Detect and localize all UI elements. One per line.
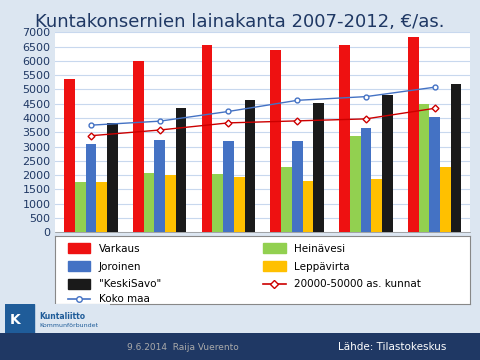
Text: "KeskiSavo": "KeskiSavo" (99, 279, 161, 289)
Text: Kuntakonsernien lainakanta 2007-2012, €/as.: Kuntakonsernien lainakanta 2007-2012, €/… (35, 13, 445, 31)
Bar (75, 182, 85, 232)
Line: Koko maa: Koko maa (88, 85, 437, 127)
Text: Varkaus: Varkaus (99, 244, 141, 254)
Text: K: K (10, 314, 21, 327)
Bar (292, 141, 302, 232)
Bar (107, 123, 118, 232)
Bar (5, 304, 35, 333)
Koko maa (294, 98, 300, 103)
Text: Koko maa: Koko maa (99, 294, 150, 305)
Text: 9.6.2014  Raija Vuerento: 9.6.2014 Raija Vuerento (127, 343, 238, 352)
Bar (176, 108, 187, 232)
Text: Leppävirta: Leppävirta (294, 262, 349, 271)
Bar (244, 100, 255, 232)
Bar (302, 181, 313, 232)
Bar (155, 140, 165, 232)
Bar (165, 175, 176, 232)
Text: Kommunförbundet: Kommunförbundet (40, 323, 99, 328)
Bar (408, 37, 419, 232)
20000-50000 as. kunnat (363, 117, 369, 121)
Text: Lähde: Tilastokeskus: Lähde: Tilastokeskus (338, 342, 446, 352)
Bar (144, 173, 155, 232)
Koko maa (363, 94, 369, 99)
Bar (270, 50, 281, 232)
Text: Joroinen: Joroinen (99, 262, 141, 271)
Koko maa (88, 123, 94, 127)
Bar (339, 45, 350, 232)
Text: 20000-50000 as. kunnat: 20000-50000 as. kunnat (294, 279, 421, 289)
20000-50000 as. kunnat (294, 119, 300, 123)
Bar (212, 174, 223, 232)
Line: 20000-50000 as. kunnat: 20000-50000 as. kunnat (88, 106, 437, 138)
Bar (223, 141, 234, 232)
Bar (360, 128, 371, 232)
Koko maa (157, 119, 163, 123)
Bar (440, 167, 451, 232)
Bar (263, 243, 286, 253)
Bar (263, 261, 286, 271)
Bar (202, 45, 212, 232)
Text: Kuntaliitto: Kuntaliitto (40, 312, 86, 321)
Bar (371, 179, 382, 232)
Bar (85, 144, 96, 232)
20000-50000 as. kunnat (88, 134, 94, 138)
Bar (451, 84, 461, 232)
Bar (429, 117, 440, 232)
Bar (313, 103, 324, 232)
Bar (64, 80, 75, 232)
Bar (68, 243, 91, 253)
Bar (281, 167, 292, 232)
Bar (382, 95, 393, 232)
20000-50000 as. kunnat (432, 106, 438, 111)
20000-50000 as. kunnat (157, 128, 163, 132)
Text: Heinävesi: Heinävesi (294, 244, 345, 254)
Bar (68, 279, 91, 289)
20000-50000 as. kunnat (226, 121, 231, 125)
Koko maa (226, 109, 231, 114)
Koko maa (432, 85, 438, 89)
Bar (96, 182, 107, 232)
Bar (68, 261, 91, 271)
Bar (350, 136, 360, 232)
Bar (419, 104, 429, 232)
Bar (234, 177, 244, 232)
Bar (133, 61, 144, 232)
